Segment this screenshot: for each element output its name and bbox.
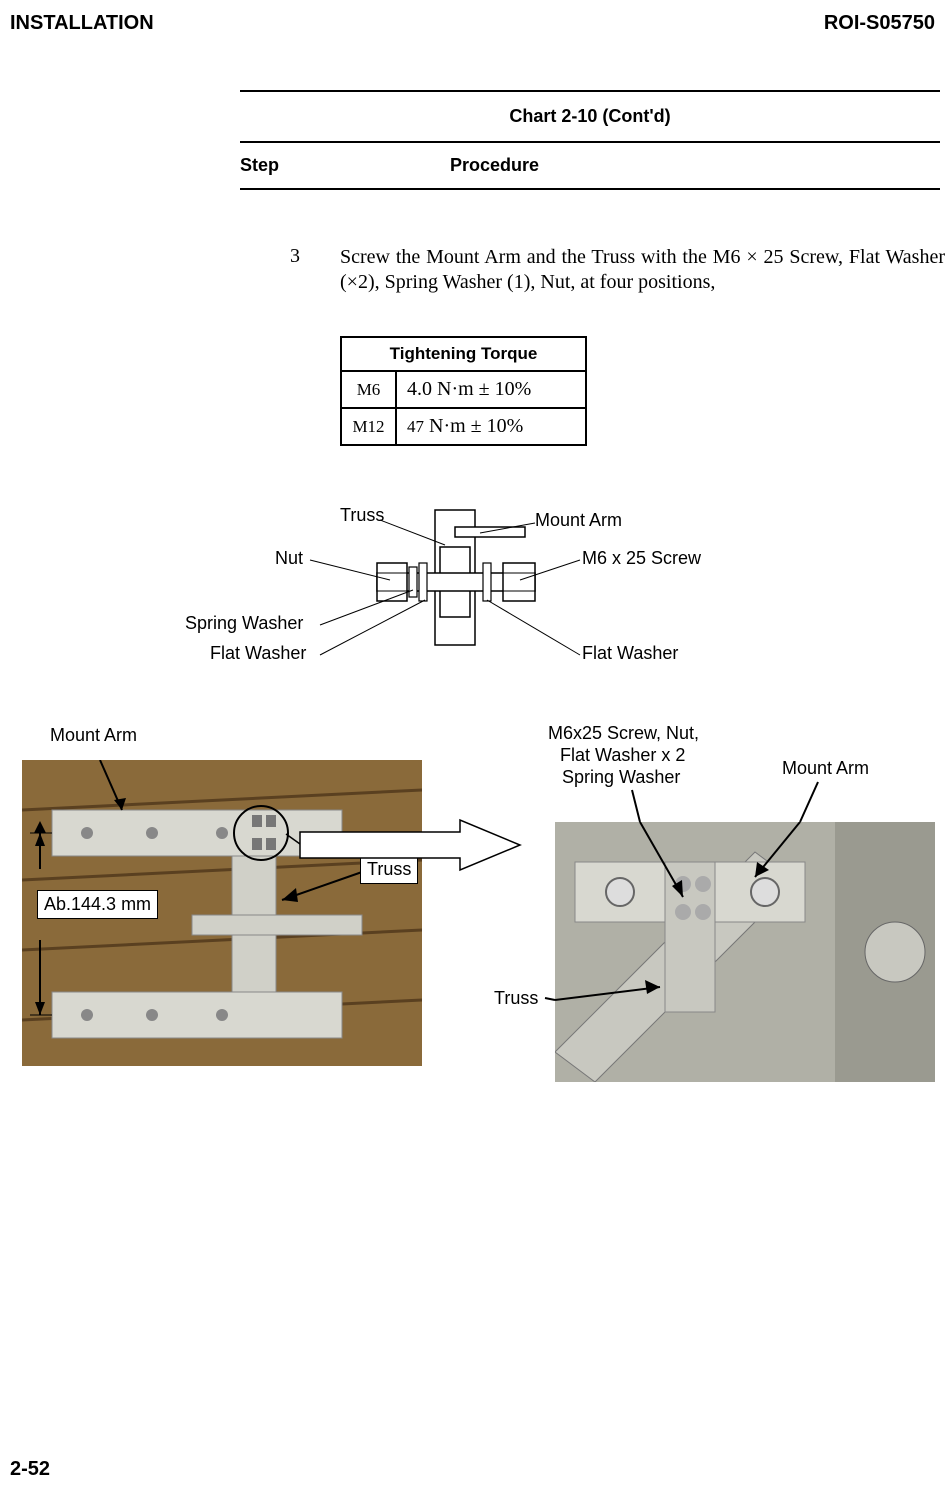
label-hardware-3: Spring Washer [562, 767, 680, 788]
page-header-left: INSTALLATION [10, 12, 154, 35]
torque-header: Tightening Torque [341, 337, 586, 371]
label-mount-arm-tl: Mount Arm [50, 725, 137, 746]
page-footer: 2-52 [10, 1458, 50, 1481]
label-hardware-1: M6x25 Screw, Nut, [548, 723, 699, 744]
torque-size-0: M6 [341, 371, 396, 408]
chart-header-block: Chart 2-10 (Cont'd) Step Procedure [240, 90, 940, 190]
label-nut: Nut [275, 548, 303, 569]
step-text: Screw the Mount Arm and the Truss with t… [340, 245, 945, 295]
schematic-diagram: Truss Mount Arm Nut M6 x 25 Screw Spring… [180, 505, 760, 700]
torque-size-1: M12 [341, 408, 396, 445]
label-flat-washer-l: Flat Washer [210, 643, 306, 664]
page-header-right: ROI-S05750 [824, 12, 935, 35]
label-mount-arm-top: Mount Arm [535, 510, 622, 531]
label-spring-washer: Spring Washer [185, 613, 303, 634]
arrow-to-detail [280, 810, 540, 880]
step-body: 3 Screw the Mount Arm and the Truss with… [250, 245, 945, 295]
col-step: Step [240, 155, 450, 176]
label-truss-top: Truss [340, 505, 384, 526]
label-truss-br: Truss [494, 988, 538, 1009]
label-flat-washer-r: Flat Washer [582, 643, 678, 664]
step-number: 3 [250, 245, 340, 295]
photo-right [555, 822, 935, 1082]
chart-title: Chart 2-10 (Cont'd) [240, 92, 940, 141]
label-m6-screw: M6 x 25 Screw [582, 548, 701, 569]
torque-val-0: 4.0 N·m ± 10% [396, 371, 586, 408]
label-dimension: Ab.144.3 mm [37, 890, 158, 919]
label-mount-arm-tr: Mount Arm [782, 758, 869, 779]
torque-table: Tightening Torque M6 4.0 N·m ± 10% M12 4… [340, 336, 587, 446]
label-hardware-2: Flat Washer x 2 [560, 745, 685, 766]
torque-val-1: 47 N·m ± 10% [396, 408, 586, 445]
col-procedure: Procedure [450, 155, 940, 176]
